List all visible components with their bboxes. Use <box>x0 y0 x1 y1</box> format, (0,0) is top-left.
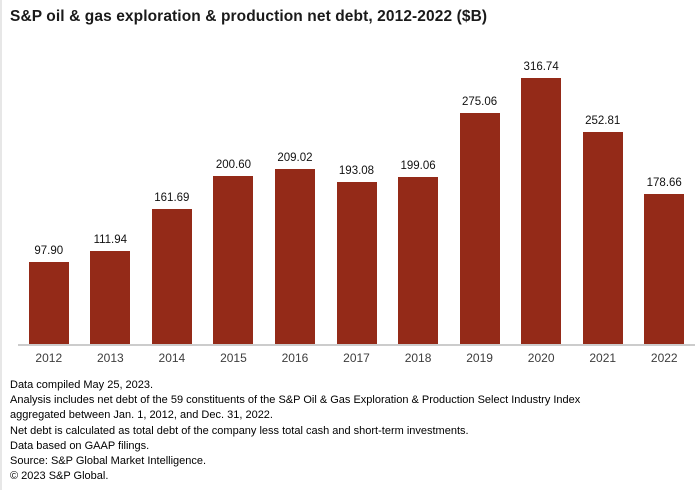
bar-2021 <box>582 132 623 345</box>
chart-title: S&P oil & gas exploration & production n… <box>10 8 488 25</box>
bar-2012 <box>28 262 69 345</box>
bar-slot-2016: 209.02 <box>264 50 326 345</box>
bar-2016 <box>274 169 315 345</box>
bar-value-label-2013: 111.94 <box>93 234 128 246</box>
bar-value-label-2018: 199.06 <box>400 160 436 172</box>
x-axis-label-2018: 2018 <box>404 351 432 365</box>
bar-value-label-2022: 178.66 <box>646 177 682 189</box>
x-axis-labels: 2012 2013 2014 2015 2016 2017 2018 2019 2020 2021… <box>18 351 695 365</box>
x-axis-line <box>18 344 695 346</box>
bar-value-label-2019: 275.06 <box>462 96 498 108</box>
x-axis-label-2015: 2015 <box>220 351 247 365</box>
bar-slot-2018: 199.06 <box>387 50 449 345</box>
bar-slot-2019: 275.06 <box>449 50 511 345</box>
footnotes: Data compiled May 25, 2023. Analysis incl… <box>10 378 694 484</box>
bar-value-label-2020: 316.74 <box>523 61 559 73</box>
bar-slot-2012: 97.90 <box>18 50 80 345</box>
x-axis-label-2017: 2017 <box>343 351 370 365</box>
bar-slot-2014: 161.69 <box>141 50 203 345</box>
bar-slot-2017: 193.08 <box>326 50 388 345</box>
bar-2020 <box>521 78 562 345</box>
x-axis-label-2020: 2020 <box>527 351 555 365</box>
footnote-line-4: Net debt is calculated as total debt of … <box>10 424 469 437</box>
bar-slot-2022: 178.66 <box>633 50 695 345</box>
footnote-line-6: Source: S&P Global Market Intelligence. <box>10 455 207 468</box>
footnote-line-7: © 2023 S&P Global. <box>10 470 109 483</box>
x-axis-label-2019: 2019 <box>466 351 493 365</box>
bar-slot-2013: 111.94 <box>80 50 142 345</box>
bar-value-label-2012: 97.90 <box>34 245 64 257</box>
bar-slot-2015: 200.60 <box>203 50 265 345</box>
footnote-line-3: aggregated between Jan. 1, 2012, and Dec… <box>10 409 273 422</box>
bar-value-label-2017: 193.08 <box>338 165 375 177</box>
x-axis-label-2016: 2016 <box>281 351 309 365</box>
bar-2015 <box>213 176 254 345</box>
bar-2019 <box>459 113 500 345</box>
x-axis-label-2012: 2012 <box>35 351 63 365</box>
bar-2013 <box>90 251 131 345</box>
bar-2017 <box>336 182 377 345</box>
bar-value-label-2014: 161.69 <box>154 192 190 204</box>
x-axis-label-2022: 2022 <box>650 351 678 365</box>
bar-value-label-2015: 200.60 <box>215 159 251 171</box>
bar-value-label-2016: 209.02 <box>277 152 313 164</box>
footnote-line-5: Data based on GAAP filings. <box>10 439 150 452</box>
x-axis-label-2021: 2021 <box>589 351 617 365</box>
bar-slot-2020: 316.74 <box>510 50 572 345</box>
footnote-line-1: Data compiled May 25, 2023. <box>10 379 154 391</box>
bar-slot-2021: 252.81 <box>572 50 634 345</box>
bar-chart: 97.90 111.94 161.69 200.60 209.02 193.08 199.0… <box>18 50 695 345</box>
bar-value-label-2021: 252.81 <box>585 115 621 127</box>
bar-2014 <box>151 209 192 345</box>
x-axis-label-2014: 2014 <box>158 351 186 365</box>
bar-2022 <box>644 194 685 345</box>
footnote-line-2: Analysis includes net debt of the 59 con… <box>10 394 581 407</box>
x-axis-label-2013: 2013 <box>96 351 124 365</box>
bar-2018 <box>398 177 439 345</box>
